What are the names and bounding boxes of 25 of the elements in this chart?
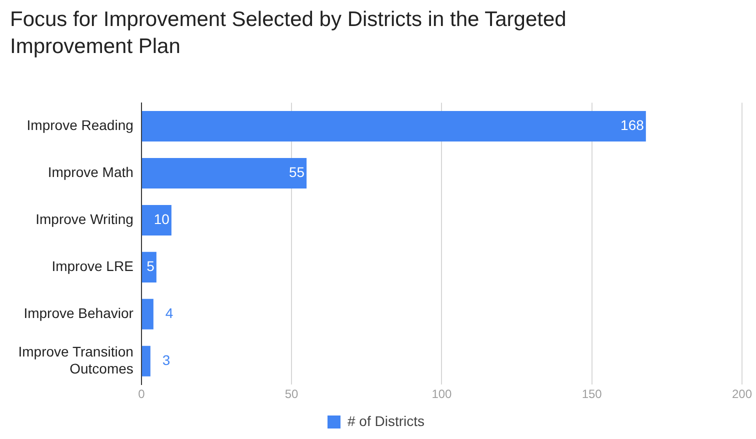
bar	[142, 158, 307, 189]
bar	[142, 252, 156, 282]
y-tick-label: Improve Reading	[26, 117, 134, 134]
y-tick-label: Improve Math	[48, 164, 134, 180]
y-tick-label: Improve LRE	[52, 258, 134, 274]
x-tick-label: 50	[284, 387, 299, 402]
x-tick-label: 0	[138, 387, 146, 402]
bar	[142, 346, 150, 376]
bar	[142, 298, 154, 330]
y-tick-label: Improve Behavior	[24, 305, 134, 322]
bar	[142, 204, 172, 236]
chart-title: Focus for Improvement Selected by Districts in the Targeted Improvement Plan	[10, 7, 568, 60]
legend-label: # of Districts	[347, 412, 425, 429]
data-label: 3	[162, 352, 170, 368]
x-tick-label: 150	[582, 387, 602, 402]
data-label: 168	[620, 117, 644, 134]
bar	[142, 111, 646, 142]
x-tick-label: 100	[432, 387, 452, 402]
data-label: 4	[165, 305, 174, 322]
x-tick-label: 200	[732, 387, 752, 402]
data-label: 10	[154, 211, 170, 228]
y-tick-label: Improve Transition Outcomes	[18, 344, 134, 376]
data-label: 5	[146, 258, 155, 274]
data-label: 55	[288, 164, 305, 180]
y-tick-label: Improve Writing	[36, 211, 134, 228]
